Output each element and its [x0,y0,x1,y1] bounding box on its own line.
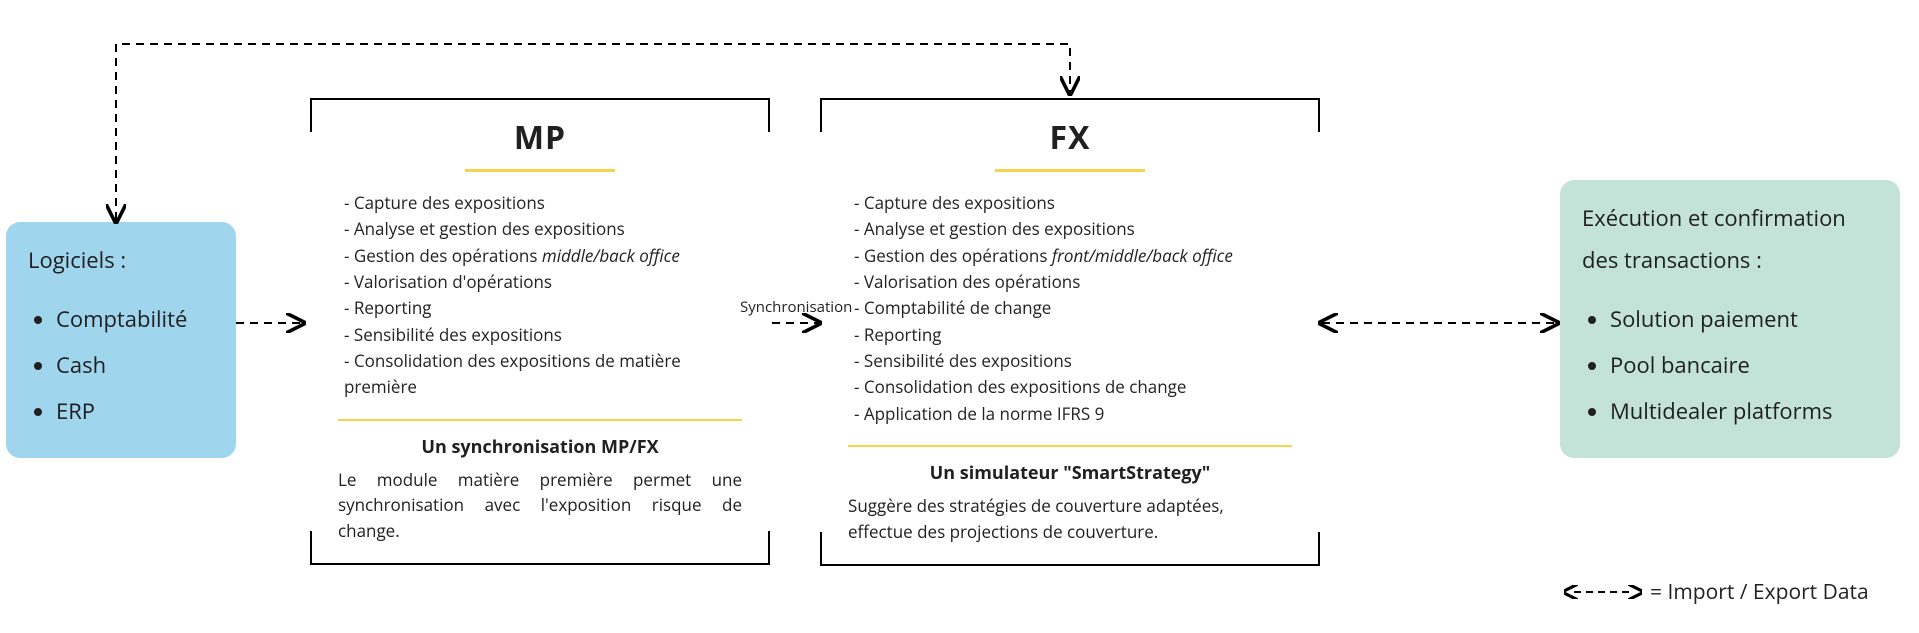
logiciels-list: Comptabilité Cash ERP [56,296,214,435]
feature-line: - Reporting [344,295,742,321]
feature-line: - Gestion des opérations front/middle/ba… [854,243,1292,269]
list-item: Pool bancaire [1610,342,1878,388]
feature-line: - Consolidation des expositions de matiè… [344,348,742,401]
fx-subtitle: Un simulateur "SmartStrategy" [848,461,1292,485]
feature-line: - Analyse et gestion des expositions [854,216,1292,242]
module-fx: FX - Capture des expositions- Analyse et… [820,98,1320,566]
feature-line: - Capture des expositions [854,190,1292,216]
mp-subdesc: Le module matière première permet une sy… [338,467,742,544]
legend-text: = Import / Export Data [1650,578,1869,606]
legend-arrow-icon [1564,585,1642,599]
legend: = Import / Export Data [1564,578,1869,606]
execution-list: Solution paiement Pool bancaire Multidea… [1610,296,1878,435]
divider [848,445,1292,447]
list-item: Comptabilité [56,296,214,342]
execution-title: Exécution et confirmation des transactio… [1582,198,1878,282]
module-mp: MP - Capture des expositions- Analyse et… [310,98,770,565]
divider [995,169,1145,172]
feature-line: - Sensibilité des expositions [854,348,1292,374]
list-item: Cash [56,342,214,388]
divider [338,419,742,421]
execution-box: Exécution et confirmation des transactio… [1560,180,1900,458]
feature-line: - Sensibilité des expositions [344,322,742,348]
sync-label: Synchronisation [740,297,852,317]
feature-line: - Consolidation des expositions de chang… [854,374,1292,400]
divider [465,169,615,172]
list-item: ERP [56,388,214,434]
feature-line: - Application de la norme IFRS 9 [854,401,1292,427]
list-item: Multidealer platforms [1610,388,1878,434]
feature-line: - Valorisation d'opérations [344,269,742,295]
feature-line: - Comptabilité de change [854,295,1292,321]
logiciels-box: Logiciels : Comptabilité Cash ERP [6,222,236,458]
list-item: Solution paiement [1610,296,1878,342]
feature-line: - Valorisation des opérations [854,269,1292,295]
mp-subtitle: Un synchronisation MP/FX [338,435,742,459]
mp-title: MP [338,116,742,159]
fx-features: - Capture des expositions- Analyse et ge… [848,190,1292,427]
feature-line: - Analyse et gestion des expositions [344,216,742,242]
logiciels-title: Logiciels : [28,240,214,282]
fx-title: FX [848,116,1292,159]
mp-features: - Capture des expositions- Analyse et ge… [338,190,742,401]
fx-subdesc: Suggère des stratégies de couverture ada… [848,493,1292,544]
feature-line: - Reporting [854,322,1292,348]
feature-line: - Gestion des opérations middle/back off… [344,243,742,269]
feature-line: - Capture des expositions [344,190,742,216]
